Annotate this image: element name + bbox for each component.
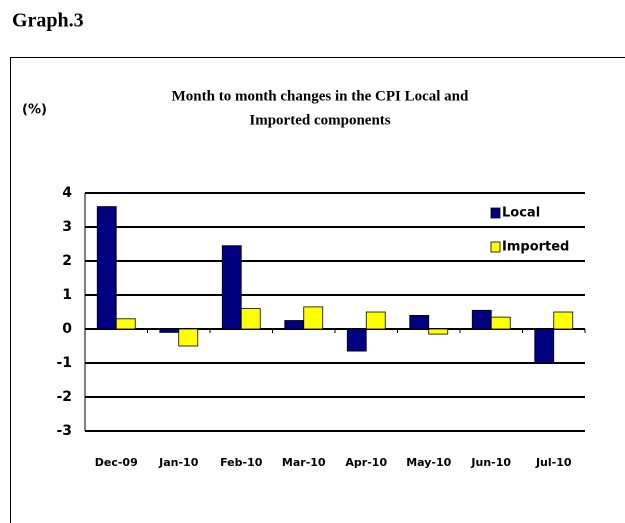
bar — [284, 320, 305, 330]
x-tick-label: Feb-10 — [220, 456, 263, 469]
y-tick-label: 0 — [62, 321, 72, 337]
bar — [303, 306, 324, 330]
y-tick-label: -1 — [56, 355, 72, 371]
x-tick-label: Jan-10 — [158, 456, 199, 469]
bar — [534, 328, 555, 364]
bar — [490, 316, 511, 330]
x-tick-label: May-10 — [406, 456, 451, 469]
legend-swatch — [490, 241, 501, 253]
bar — [115, 318, 136, 330]
legend-label: Local — [502, 206, 540, 221]
x-tick-label: Dec-09 — [95, 456, 138, 469]
bar — [346, 328, 367, 352]
legend-label: Imported — [502, 240, 569, 255]
heading: Graph.3 — [12, 10, 84, 32]
x-tick-label: Apr-10 — [345, 456, 387, 469]
bar — [409, 314, 430, 330]
x-tick-label: Mar-10 — [282, 456, 326, 469]
bar — [96, 206, 117, 330]
y-tick-label: -3 — [56, 423, 72, 439]
chart-title: Imported components — [249, 112, 390, 128]
x-tick-label: Jun-10 — [470, 456, 511, 469]
bar — [159, 328, 180, 333]
chart-frame — [10, 57, 625, 523]
bar — [428, 328, 449, 335]
bar — [221, 245, 242, 330]
chart-title: Month to month changes in the CPI Local … — [172, 88, 469, 104]
bar — [553, 311, 574, 330]
bar — [240, 308, 261, 330]
x-tick-label: Jul-10 — [535, 456, 572, 469]
legend-swatch — [490, 207, 501, 219]
y-tick-label: 4 — [62, 185, 72, 201]
y-tick-label: 1 — [62, 287, 72, 303]
bar — [178, 328, 199, 347]
y-tick-label: -2 — [56, 389, 72, 405]
y-axis-label: (%) — [22, 103, 47, 118]
y-tick-label: 2 — [62, 253, 72, 269]
bar — [365, 311, 386, 330]
bar — [471, 309, 492, 330]
y-tick-label: 3 — [62, 219, 72, 235]
